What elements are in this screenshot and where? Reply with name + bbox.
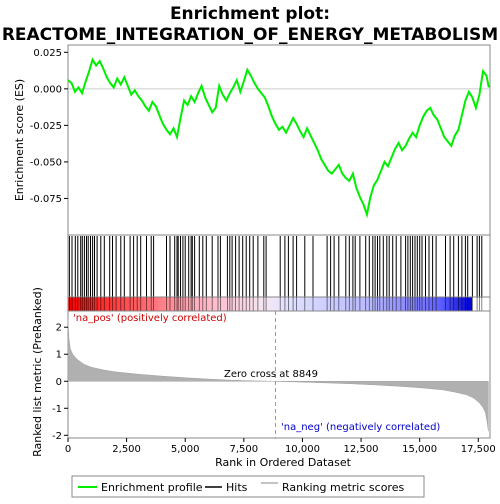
zero-cross-label: Zero cross at 8849 [224,369,318,380]
es-tick-label: 0.025 [33,48,62,59]
es-tick-label: -0.025 [30,121,62,132]
x-axis-ticks: 0 2,500 5,000 7,500 10,000 12,500 15,000 17,500 [65,438,496,455]
legend-enrichment-label: Enrichment profile [101,481,203,494]
es-tick-label: -0.050 [30,157,62,168]
es-panel-frame [67,44,491,236]
legend-ranking-label: Ranking metric scores [282,481,404,494]
chart-title-line1: Enrichment plot: [170,4,330,24]
x-tick-label: 12,500 [344,444,379,455]
x-tick-label: 2,500 [112,444,141,455]
hits-panel-frame [67,234,491,298]
legend-box [71,475,425,498]
x-tick-label: 5,000 [171,444,200,455]
x-tick-label: 17,500 [461,444,496,455]
x-tick-label: 7,500 [230,444,259,455]
es-y-axis-label: Enrichment score (ES) [13,79,26,201]
heatmap-hit-lines [69,297,483,311]
es-tick-label: -0.075 [30,194,62,205]
chart-title-line2: REACTOME_INTEGRATION_OF_ENERGY_METABOLIS… [2,25,498,45]
legend: Enrichment profile Hits Ranking metric s… [71,475,425,498]
hits-panel [67,234,491,298]
es-y-ticks: 0.025 0.000 -0.025 -0.050 -0.075 [30,48,68,205]
hit-lines [68,236,483,297]
metric-panel: 2 1 0 -1 -2 'na_pos' (positively correlated)… [52,310,491,442]
es-panel: 0.025 0.000 -0.025 -0.050 -0.075 [30,44,491,236]
metric-tick-label: 1 [56,350,62,361]
legend-hits-label: Hits [226,481,248,494]
enrichment-profile-line [67,57,490,219]
es-tick-label: 0.000 [33,84,62,95]
ranking-metric-area [67,319,489,432]
x-axis-label: Rank in Ordered Dataset [215,456,352,469]
heatmap-bar [67,296,491,312]
metric-tick-label: -2 [52,431,62,442]
x-tick-label: 0 [65,444,71,455]
x-tick-label: 10,000 [285,444,320,455]
neg-correlated-label: 'na_neg' (negatively correlated) [281,422,440,433]
metric-tick-label: 2 [56,323,62,334]
metric-y-axis-label: Ranked list metric (PreRanked) [31,287,44,457]
pos-correlated-label: 'na_pos' (positively correlated) [73,313,227,324]
metric-y-ticks: 2 1 0 -1 -2 [52,323,68,442]
metric-tick-label: 0 [56,377,62,388]
heatmap-gradient [68,297,472,311]
metric-tick-label: -1 [52,404,62,415]
x-tick-label: 15,000 [402,444,437,455]
